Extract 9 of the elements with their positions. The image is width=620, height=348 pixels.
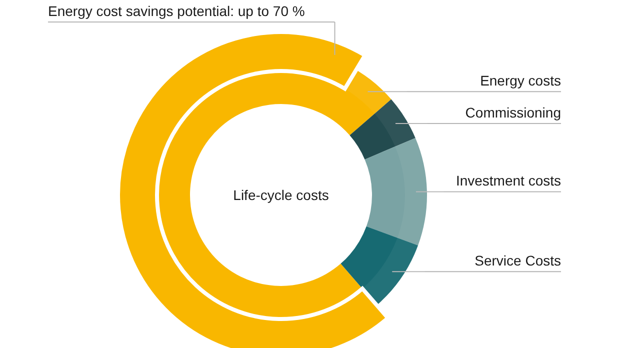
donut-slice (340, 226, 418, 306)
slice-label: Energy cost savings potential: up to 70 % (48, 3, 305, 19)
slice-label: Service Costs (474, 252, 561, 269)
donut-slice (350, 99, 416, 160)
donut-slice (364, 138, 427, 246)
slice-label: Energy costs (480, 72, 561, 89)
slice-label: Investment costs (456, 172, 561, 189)
slice-label: Commissioning (465, 104, 561, 120)
text: Life-cycle costs (233, 187, 329, 203)
